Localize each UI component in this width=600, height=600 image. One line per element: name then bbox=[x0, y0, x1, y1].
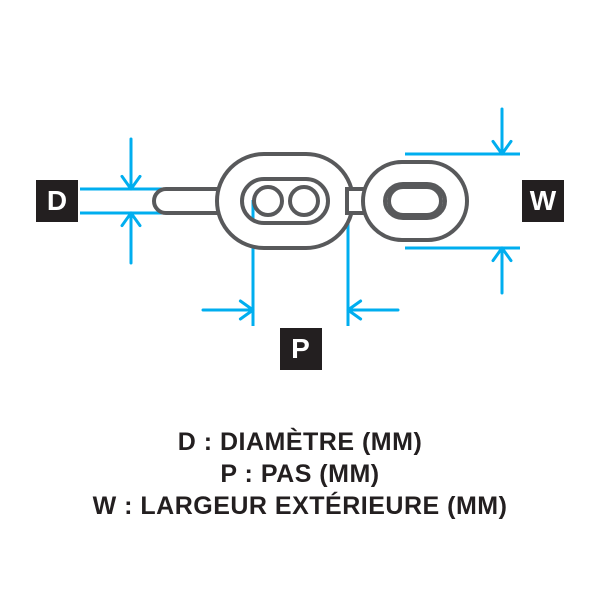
label-p: P bbox=[280, 328, 322, 370]
label-d: D bbox=[36, 180, 78, 222]
legend-line-3: W : LARGEUR EXTÉRIEURE (MM) bbox=[0, 492, 600, 521]
legend-line-2: P : PAS (MM) bbox=[0, 460, 600, 489]
label-w: W bbox=[522, 180, 564, 222]
legend-line-1: D : DIAMÈTRE (MM) bbox=[0, 428, 600, 457]
